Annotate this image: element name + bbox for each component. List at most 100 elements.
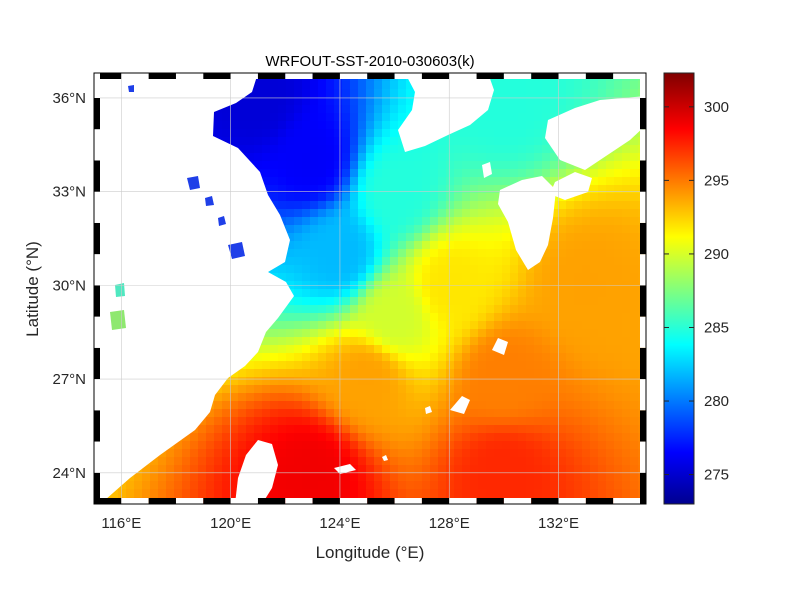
sst-cell <box>222 401 231 410</box>
sst-cell <box>438 393 447 402</box>
sst-cell <box>566 289 575 298</box>
sst-cell <box>502 145 511 154</box>
sst-cell <box>366 241 375 250</box>
sst-cell <box>510 401 519 410</box>
sst-cell <box>574 353 583 362</box>
sst-cell <box>414 185 423 194</box>
sst-cell <box>534 417 543 426</box>
sst-cell <box>366 377 375 386</box>
sst-cell <box>510 305 519 314</box>
sst-cell <box>446 377 455 386</box>
sst-cell <box>582 337 591 346</box>
sst-cell <box>478 441 487 450</box>
frame-segment-top <box>230 73 258 79</box>
sst-cell <box>478 217 487 226</box>
sst-cell <box>334 185 343 194</box>
sst-cell <box>542 153 551 162</box>
sst-cell <box>270 185 279 194</box>
frame-segment-left <box>94 191 100 223</box>
sst-cell <box>510 177 519 186</box>
sst-cell <box>518 113 527 122</box>
sst-cell <box>342 481 351 490</box>
sst-cell <box>534 425 543 434</box>
sst-cell <box>470 321 479 330</box>
sst-cell <box>406 425 415 434</box>
sst-cell <box>582 465 591 474</box>
sst-cell <box>630 161 639 170</box>
sst-cell <box>518 425 527 434</box>
sst-cell <box>374 353 383 362</box>
sst-cell <box>382 225 391 234</box>
sst-cell <box>518 81 527 90</box>
sst-cell <box>598 169 607 178</box>
sst-cell <box>478 465 487 474</box>
sst-cell <box>398 329 407 338</box>
sst-cell <box>446 465 455 474</box>
sst-cell <box>390 369 399 378</box>
sst-cell <box>422 337 431 346</box>
sst-cell <box>310 409 319 418</box>
sst-cell <box>214 401 223 410</box>
sst-cell <box>486 153 495 162</box>
sst-cell <box>534 105 543 114</box>
sst-cell <box>278 337 287 346</box>
sst-cell <box>430 377 439 386</box>
sst-cell <box>134 481 143 490</box>
sst-cell <box>558 289 567 298</box>
sst-cell <box>310 321 319 330</box>
sst-cell <box>342 345 351 354</box>
sst-cell <box>262 393 271 402</box>
sst-cell <box>398 193 407 202</box>
sst-cell <box>222 441 231 450</box>
sst-cell <box>350 185 359 194</box>
sst-cell <box>318 441 327 450</box>
sst-cell <box>278 145 287 154</box>
sst-cell <box>350 161 359 170</box>
sst-cell <box>494 377 503 386</box>
japan-kyushu <box>498 176 556 270</box>
sst-cell <box>454 345 463 354</box>
sst-cell <box>374 457 383 466</box>
sst-cell <box>526 377 535 386</box>
sst-cell <box>334 257 343 266</box>
sst-cell <box>406 457 415 466</box>
sst-cell <box>342 353 351 362</box>
sst-cell <box>622 481 631 490</box>
sst-cell <box>534 329 543 338</box>
sst-cell <box>486 321 495 330</box>
sst-cell <box>334 201 343 210</box>
sst-cell <box>510 433 519 442</box>
sst-cell <box>350 233 359 242</box>
sst-cell <box>334 161 343 170</box>
frame-segment-top <box>421 73 450 79</box>
sst-cell <box>318 153 327 162</box>
sst-cell <box>622 313 631 322</box>
sst-cell <box>590 289 599 298</box>
sst-cell <box>254 353 263 362</box>
sst-cell <box>342 385 351 394</box>
frame-segment-right <box>640 347 646 380</box>
sst-cell <box>414 449 423 458</box>
sst-cell <box>446 153 455 162</box>
sst-cell <box>350 377 359 386</box>
sst-cell <box>390 313 399 322</box>
sst-cell <box>254 385 263 394</box>
sst-cell <box>406 313 415 322</box>
frame-segment-right <box>640 97 646 130</box>
sst-cell <box>366 457 375 466</box>
sst-cell <box>510 353 519 362</box>
sst-cell <box>470 361 479 370</box>
sst-cell <box>310 145 319 154</box>
sst-cell <box>542 89 551 98</box>
sst-cell <box>294 89 303 98</box>
sst-cell <box>470 137 479 146</box>
sst-cell <box>526 329 535 338</box>
sst-cell <box>622 89 631 98</box>
sst-cell <box>614 433 623 442</box>
sst-cell <box>614 89 623 98</box>
sst-cell <box>246 113 255 122</box>
sst-cell <box>622 297 631 306</box>
sst-cell <box>382 369 391 378</box>
sst-cell <box>222 433 231 442</box>
sst-cell <box>598 201 607 210</box>
